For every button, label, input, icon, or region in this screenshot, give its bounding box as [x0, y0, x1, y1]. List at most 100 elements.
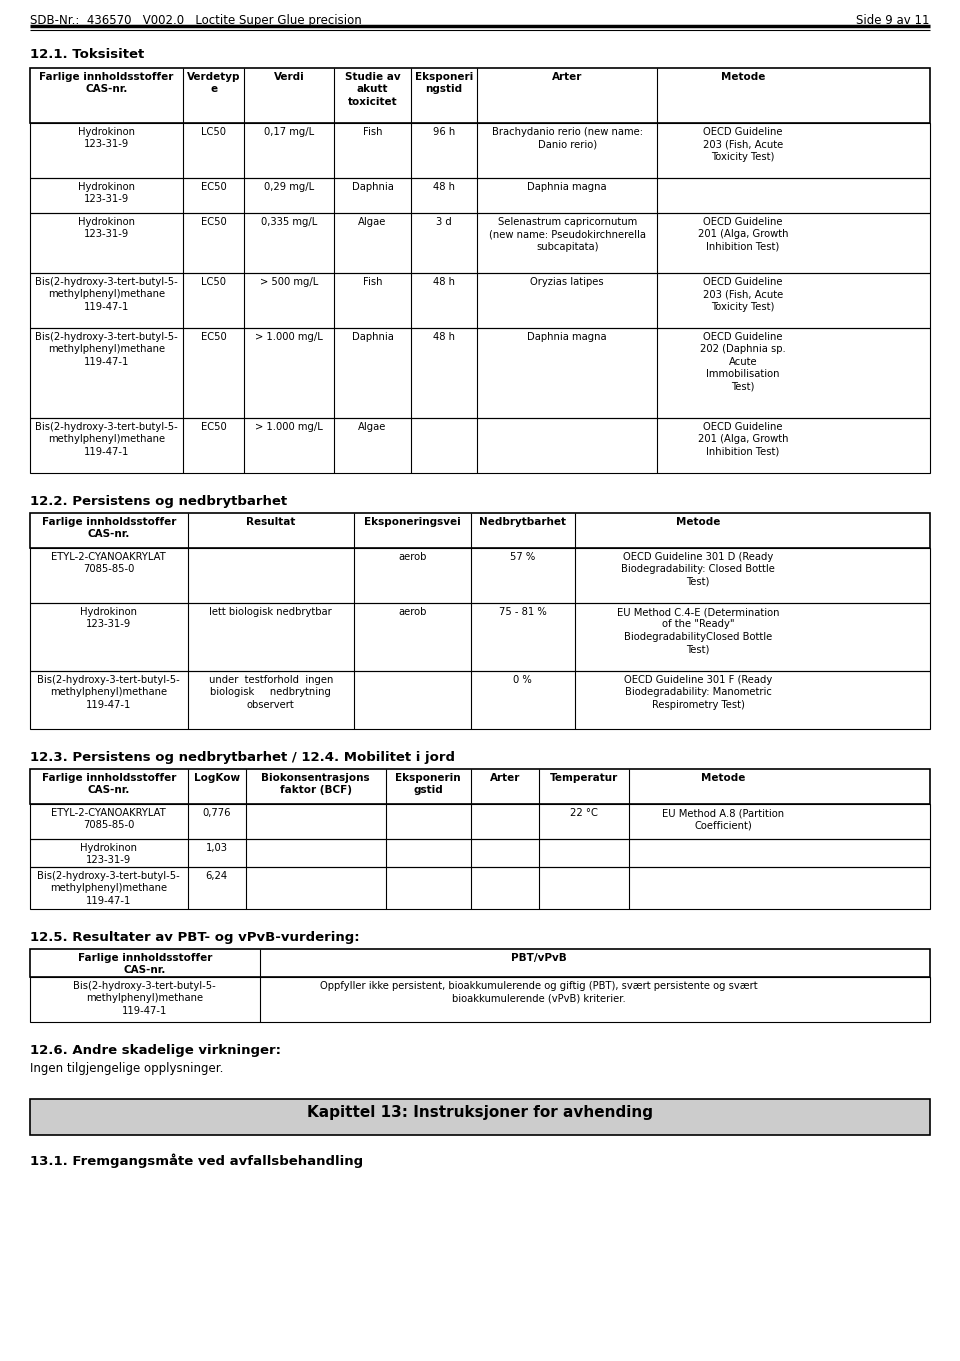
- Text: 57 %: 57 %: [510, 553, 536, 562]
- Text: EC50: EC50: [201, 182, 227, 192]
- Text: aerob: aerob: [398, 607, 426, 617]
- Text: under  testforhold  ingen
biologisk     nedbrytning
observert: under testforhold ingen biologisk nedbry…: [208, 675, 333, 710]
- Text: OECD Guideline
201 (Alga, Growth
Inhibition Test): OECD Guideline 201 (Alga, Growth Inhibit…: [698, 422, 788, 457]
- Text: Farlige innholdsstoffer
CAS-nr.: Farlige innholdsstoffer CAS-nr.: [41, 517, 176, 539]
- Bar: [30, 804, 930, 838]
- Text: Bis(2-hydroxy-3-tert-butyl-5-
methylphenyl)methane
119-47-1: Bis(2-hydroxy-3-tert-butyl-5- methylphen…: [37, 675, 180, 710]
- Text: 0,776: 0,776: [203, 808, 231, 818]
- Text: 0,335 mg/L: 0,335 mg/L: [261, 216, 318, 227]
- Text: Daphnia: Daphnia: [351, 182, 394, 192]
- Text: Bis(2-hydroxy-3-tert-butyl-5-
methylphenyl)methane
119-47-1: Bis(2-hydroxy-3-tert-butyl-5- methylphen…: [36, 278, 178, 312]
- Text: Metode: Metode: [701, 773, 745, 783]
- Bar: [30, 671, 930, 729]
- Bar: [30, 513, 930, 548]
- Text: 0,29 mg/L: 0,29 mg/L: [264, 182, 314, 192]
- Text: EC50: EC50: [201, 332, 227, 342]
- Text: 1,03: 1,03: [205, 842, 228, 853]
- Text: Bis(2-hydroxy-3-tert-butyl-5-
methylphenyl)methane
119-47-1: Bis(2-hydroxy-3-tert-butyl-5- methylphen…: [73, 981, 216, 1015]
- Text: Hydrokinon
123-31-9: Hydrokinon 123-31-9: [81, 607, 137, 629]
- Text: OECD Guideline
203 (Fish, Acute
Toxicity Test): OECD Guideline 203 (Fish, Acute Toxicity…: [703, 127, 783, 162]
- Text: Daphnia: Daphnia: [351, 332, 394, 342]
- Text: 12.3. Persistens og nedbrytbarhet / 12.4. Mobilitet i jord: 12.3. Persistens og nedbrytbarhet / 12.4…: [30, 751, 455, 764]
- Text: Brachydanio rerio (new name:
Danio rerio): Brachydanio rerio (new name: Danio rerio…: [492, 127, 643, 150]
- Text: Farlige innholdsstoffer
CAS-nr.: Farlige innholdsstoffer CAS-nr.: [39, 72, 174, 94]
- Bar: [30, 68, 930, 122]
- Text: 48 h: 48 h: [433, 182, 455, 192]
- Text: Algae: Algae: [358, 216, 387, 227]
- Text: 3 d: 3 d: [436, 216, 452, 227]
- Bar: [30, 977, 930, 1022]
- Bar: [30, 328, 930, 418]
- Text: 96 h: 96 h: [433, 127, 455, 137]
- Text: Hydrokinon
123-31-9: Hydrokinon 123-31-9: [78, 127, 135, 150]
- Text: lett biologisk nedbrytbar: lett biologisk nedbrytbar: [209, 607, 332, 617]
- Text: 13.1. Fremgangsmåte ved avfallsbehandling: 13.1. Fremgangsmåte ved avfallsbehandlin…: [30, 1153, 363, 1168]
- Text: 0 %: 0 %: [514, 675, 532, 685]
- Text: Ingen tilgjengelige opplysninger.: Ingen tilgjengelige opplysninger.: [30, 1062, 224, 1075]
- Text: Arter: Arter: [490, 773, 520, 783]
- Text: Verdi: Verdi: [274, 72, 304, 82]
- Bar: [30, 769, 930, 804]
- Text: 75 - 81 %: 75 - 81 %: [499, 607, 546, 617]
- Text: Fish: Fish: [363, 127, 382, 137]
- Text: 48 h: 48 h: [433, 278, 455, 287]
- Text: OECD Guideline 301 F (Ready
Biodegradability: Manometric
Respirometry Test): OECD Guideline 301 F (Ready Biodegradabi…: [624, 675, 773, 710]
- Text: PBT/vPvB: PBT/vPvB: [511, 953, 566, 964]
- Text: Oppfyller ikke persistent, bioakkumulerende og giftig (PBT), svært persistente o: Oppfyller ikke persistent, bioakkumulere…: [320, 981, 757, 1003]
- Text: Daphnia magna: Daphnia magna: [527, 182, 607, 192]
- Text: LC50: LC50: [201, 278, 227, 287]
- Bar: [30, 949, 930, 977]
- Text: aerob: aerob: [398, 553, 426, 562]
- Text: EU Method C.4-E (Determination
of the "Ready"
BiodegradabilityClosed Bottle
Test: EU Method C.4-E (Determination of the "R…: [617, 607, 780, 655]
- Text: SDB-Nr.:  436570   V002.0   Loctite Super Glue precision: SDB-Nr.: 436570 V002.0 Loctite Super Glu…: [30, 14, 362, 27]
- Text: 12.1. Toksisitet: 12.1. Toksisitet: [30, 48, 144, 61]
- Text: > 1.000 mg/L: > 1.000 mg/L: [255, 422, 324, 431]
- Text: 12.6. Andre skadelige virkninger:: 12.6. Andre skadelige virkninger:: [30, 1044, 281, 1057]
- Bar: [30, 214, 930, 274]
- Text: OECD Guideline
201 (Alga, Growth
Inhibition Test): OECD Guideline 201 (Alga, Growth Inhibit…: [698, 216, 788, 252]
- Text: Farlige innholdsstoffer
CAS-nr.: Farlige innholdsstoffer CAS-nr.: [78, 953, 212, 976]
- Text: 0,17 mg/L: 0,17 mg/L: [264, 127, 314, 137]
- Text: Nedbrytbarhet: Nedbrytbarhet: [479, 517, 566, 527]
- Text: Metode: Metode: [676, 517, 720, 527]
- Text: Hydrokinon
123-31-9: Hydrokinon 123-31-9: [78, 216, 135, 240]
- Text: Side 9 av 11: Side 9 av 11: [856, 14, 930, 27]
- Text: Selenastrum capricornutum
(new name: Pseudokirchnerella
subcapitata): Selenastrum capricornutum (new name: Pse…: [489, 216, 646, 252]
- Bar: [30, 1098, 930, 1135]
- Text: Bis(2-hydroxy-3-tert-butyl-5-
methylphenyl)methane
119-47-1: Bis(2-hydroxy-3-tert-butyl-5- methylphen…: [36, 332, 178, 367]
- Text: 6,24: 6,24: [205, 871, 228, 881]
- Text: LogKow: LogKow: [194, 773, 240, 783]
- Text: Bis(2-hydroxy-3-tert-butyl-5-
methylphenyl)methane
119-47-1: Bis(2-hydroxy-3-tert-butyl-5- methylphen…: [36, 422, 178, 457]
- Text: Eksponeri
ngstid: Eksponeri ngstid: [415, 72, 473, 94]
- Text: Studie av
akutt
toxicitet: Studie av akutt toxicitet: [345, 72, 400, 106]
- Bar: [30, 122, 930, 178]
- Bar: [30, 548, 930, 603]
- Text: 12.2. Persistens og nedbrytbarhet: 12.2. Persistens og nedbrytbarhet: [30, 495, 287, 508]
- Text: ETYL-2-CYANOAKRYLAT
7085-85-0: ETYL-2-CYANOAKRYLAT 7085-85-0: [52, 808, 166, 830]
- Text: ETYL-2-CYANOAKRYLAT
7085-85-0: ETYL-2-CYANOAKRYLAT 7085-85-0: [52, 553, 166, 574]
- Text: Hydrokinon
123-31-9: Hydrokinon 123-31-9: [78, 182, 135, 204]
- Text: OECD Guideline 301 D (Ready
Biodegradability: Closed Bottle
Test): OECD Guideline 301 D (Ready Biodegradabi…: [621, 553, 775, 587]
- Text: Biokonsentrasjons
faktor (BCF): Biokonsentrasjons faktor (BCF): [261, 773, 370, 795]
- Bar: [30, 867, 930, 909]
- Text: Daphnia magna: Daphnia magna: [527, 332, 607, 342]
- Text: 48 h: 48 h: [433, 332, 455, 342]
- Bar: [30, 603, 930, 671]
- Text: Eksponeringsvei: Eksponeringsvei: [364, 517, 461, 527]
- Text: 22 °C: 22 °C: [569, 808, 597, 818]
- Bar: [30, 274, 930, 328]
- Text: 12.5. Resultater av PBT- og vPvB-vurdering:: 12.5. Resultater av PBT- og vPvB-vurderi…: [30, 931, 360, 945]
- Text: Algae: Algae: [358, 422, 387, 431]
- Bar: [30, 418, 930, 474]
- Text: Farlige innholdsstoffer
CAS-nr.: Farlige innholdsstoffer CAS-nr.: [41, 773, 176, 795]
- Text: Oryzias latipes: Oryzias latipes: [531, 278, 604, 287]
- Text: Eksponerin
gstid: Eksponerin gstid: [396, 773, 461, 795]
- Text: Resultat: Resultat: [246, 517, 296, 527]
- Text: Arter: Arter: [552, 72, 583, 82]
- Text: OECD Guideline
202 (Daphnia sp.
Acute
Immobilisation
Test): OECD Guideline 202 (Daphnia sp. Acute Im…: [700, 332, 785, 392]
- Text: Temperatur: Temperatur: [549, 773, 617, 783]
- Text: Metode: Metode: [721, 72, 765, 82]
- Text: Verdetyp
e: Verdetyp e: [187, 72, 240, 94]
- Text: EC50: EC50: [201, 216, 227, 227]
- Text: LC50: LC50: [201, 127, 227, 137]
